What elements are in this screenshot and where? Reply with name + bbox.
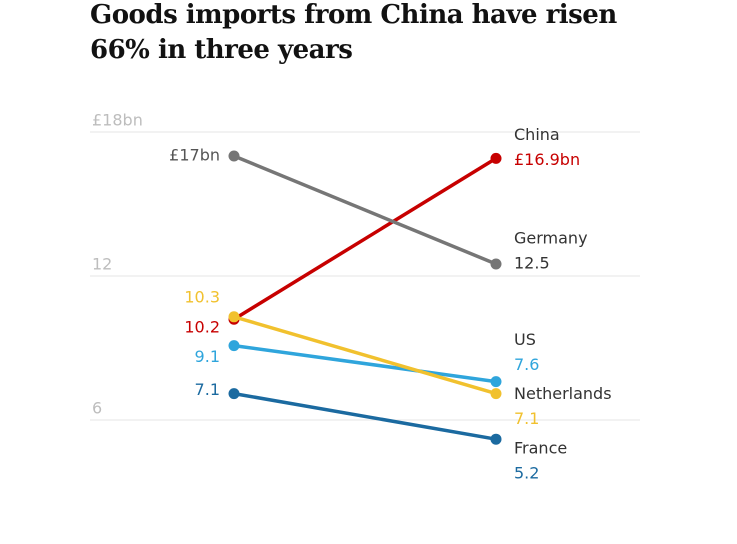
point [490,376,502,388]
value-label: 12.5 [514,254,550,273]
y-tick-label: £18bn [92,111,143,130]
value-label: 7.6 [514,355,539,374]
point [490,258,502,270]
point [228,311,240,323]
value-label: £17bn [169,146,220,165]
chart-title: Goods imports from China have risen 66% … [90,0,617,65]
value-label: 10.3 [184,287,220,306]
slope-line [233,156,497,321]
value-label: 7.1 [514,409,539,428]
value-label: £16.9bn [514,150,580,169]
y-tick-label: 0 [92,543,102,544]
point [490,388,502,400]
value-label: 9.1 [195,347,220,366]
slope-line [233,343,497,384]
legend-label: France [514,439,567,458]
point [228,388,240,400]
y-tick-label: 6 [92,399,102,418]
point [228,150,240,162]
point [490,433,502,445]
legend-label: US [514,330,536,349]
point [228,340,240,352]
legend-label: Germany [514,229,588,248]
slope-line [233,154,497,266]
point [490,152,502,164]
value-label: 5.2 [514,464,539,483]
value-label: 7.1 [195,380,220,399]
y-tick-label: 12 [92,255,112,274]
slope-line [233,391,497,441]
value-label: 10.2 [184,318,220,337]
legend-label: Netherlands [514,384,612,403]
legend-label: China [514,125,560,144]
slope-line [233,315,497,396]
